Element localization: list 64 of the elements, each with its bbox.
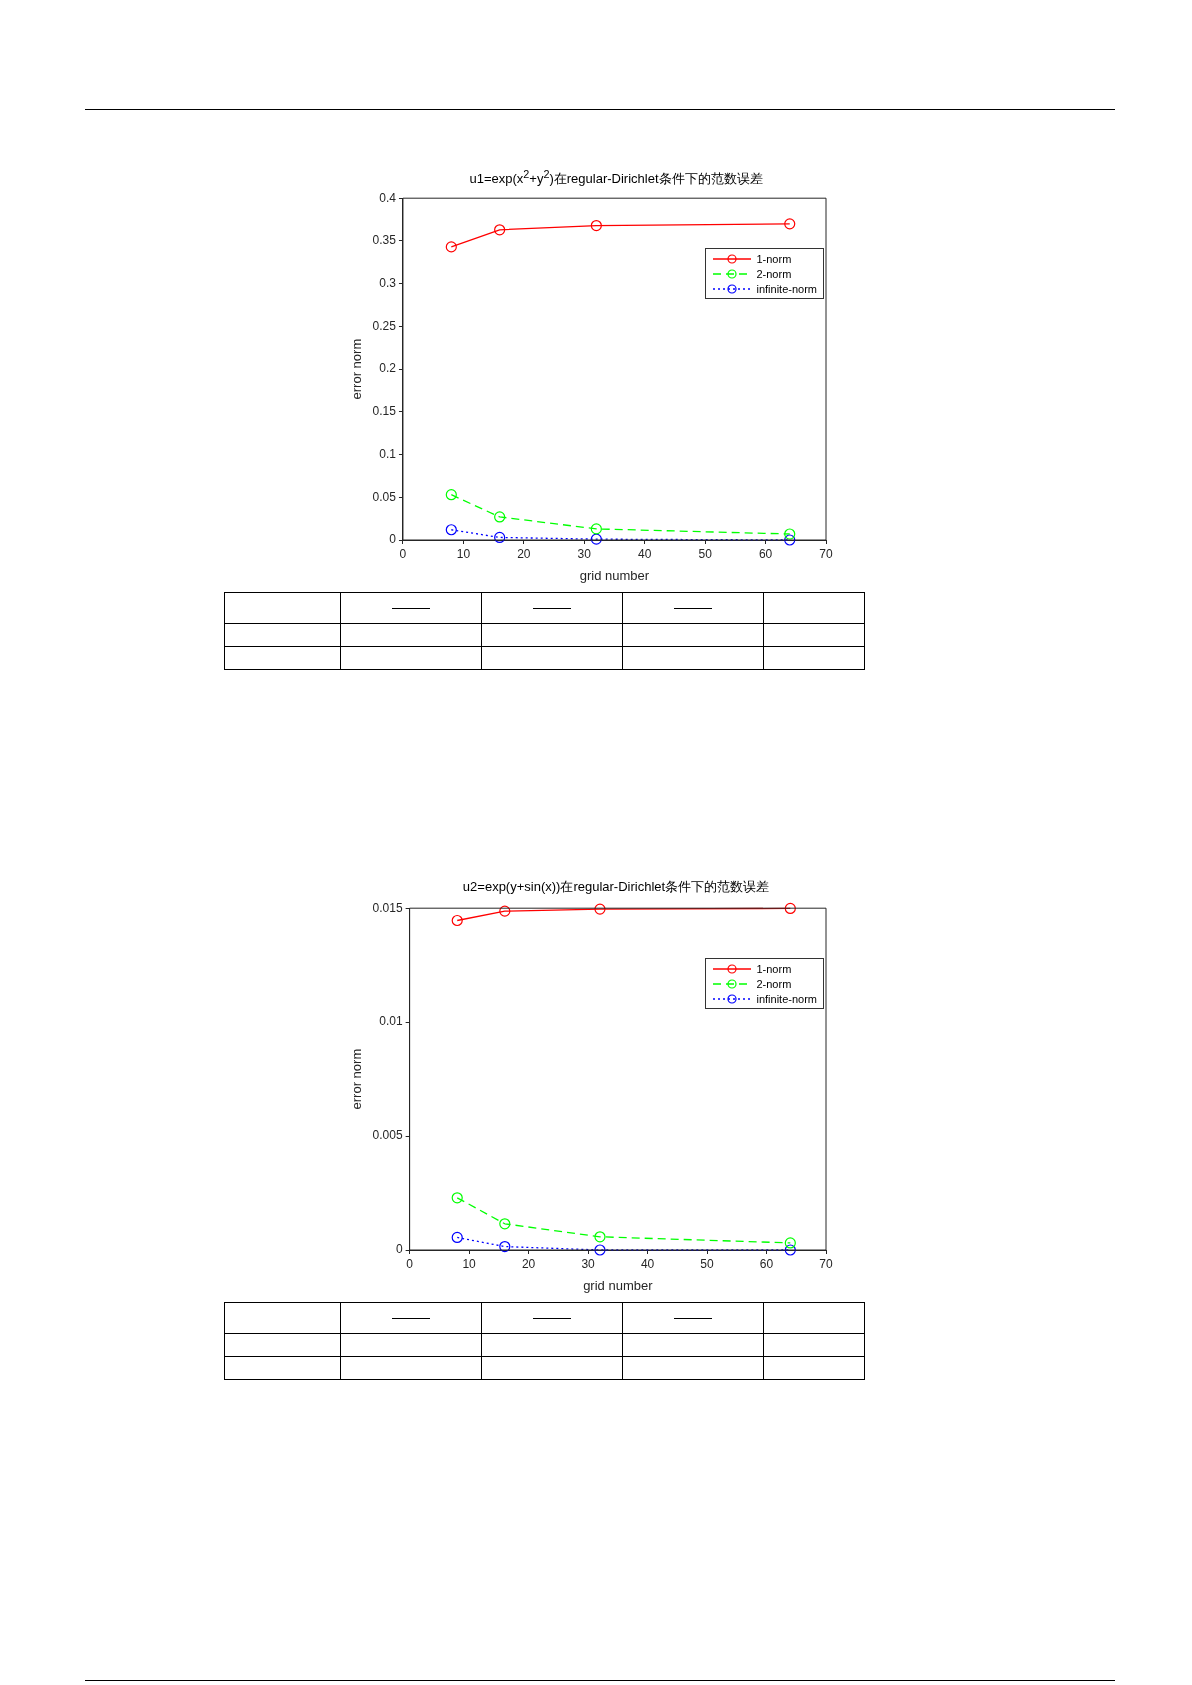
chart-title: u1=exp(x$^{2}$+y$^{2}$)在regular-Dirichlet条件下的范数误差 [468,168,764,188]
x-tick-label: 70 [819,546,833,561]
x-tick-label: 50 [698,546,713,561]
point [451,1192,463,1204]
y-tick-label: 0.35 [372,233,397,248]
point [494,224,506,236]
y-tick-label: 0.05 [372,489,397,504]
point [594,1244,606,1256]
x-tick-label: 50 [700,1256,715,1271]
chart-title: u2=exp(y+sin(x))在regular-Dirichlet条件下的范数误差 [461,878,771,896]
y-axis-title: error norm [349,1048,365,1110]
point [590,219,602,232]
point [590,523,602,535]
x-axis-title: grid number [579,567,650,583]
x-tick-label: 60 [758,546,773,561]
point [445,241,457,253]
x-tick-label: 20 [521,1256,536,1271]
x-tick-label: 40 [638,546,652,561]
point [784,528,796,540]
legend-label: infinite-norm [756,282,817,295]
y-tick-label: 0.4 [379,190,397,205]
point [784,902,796,915]
y-tick-label: 0.15 [372,404,397,419]
y-tick-label: 0.01 [379,1014,403,1029]
y-tick-label: 0.005 [372,1128,403,1143]
x-tick-label: 70 [819,1256,833,1271]
point [590,533,602,545]
point [784,218,796,230]
point [499,1240,511,1253]
y-tick-label: 0.3 [379,275,397,290]
legend-label: 2-norm [756,267,792,280]
x-tick-label: 0 [406,1256,414,1271]
x-tick-label: 10 [456,546,471,561]
y-tick-label: 0 [389,532,397,547]
point [499,905,511,917]
y-tick-label: 0.2 [379,361,397,376]
y-tick-label: 0.25 [372,318,397,333]
x-axis-title: grid number [583,1277,654,1293]
point [445,489,457,501]
x-tick-label: 20 [517,546,531,561]
point [594,903,606,915]
legend-label: 1-norm [756,962,792,975]
point [499,1218,511,1230]
point [445,524,457,536]
legend-label: 1-norm [756,252,792,265]
point [784,534,796,546]
y-tick-label: 0 [395,1242,403,1257]
legend-label: infinite-norm [756,992,817,1005]
legend-label: 2-norm [756,977,792,990]
x-tick-label: 40 [640,1256,655,1271]
point [494,531,506,544]
point [451,914,463,927]
x-tick-label: 30 [581,1256,596,1271]
point [451,1231,463,1244]
y-axis-title: error norm [349,338,365,400]
y-tick-label: 0.015 [372,900,403,915]
point [784,1244,796,1256]
x-tick-label: 60 [759,1256,774,1271]
x-tick-label: 10 [462,1256,477,1271]
y-tick-label: 0.1 [379,446,397,461]
point [494,511,506,523]
point [784,1237,796,1249]
x-tick-label: 30 [577,546,592,561]
point [594,1231,606,1243]
